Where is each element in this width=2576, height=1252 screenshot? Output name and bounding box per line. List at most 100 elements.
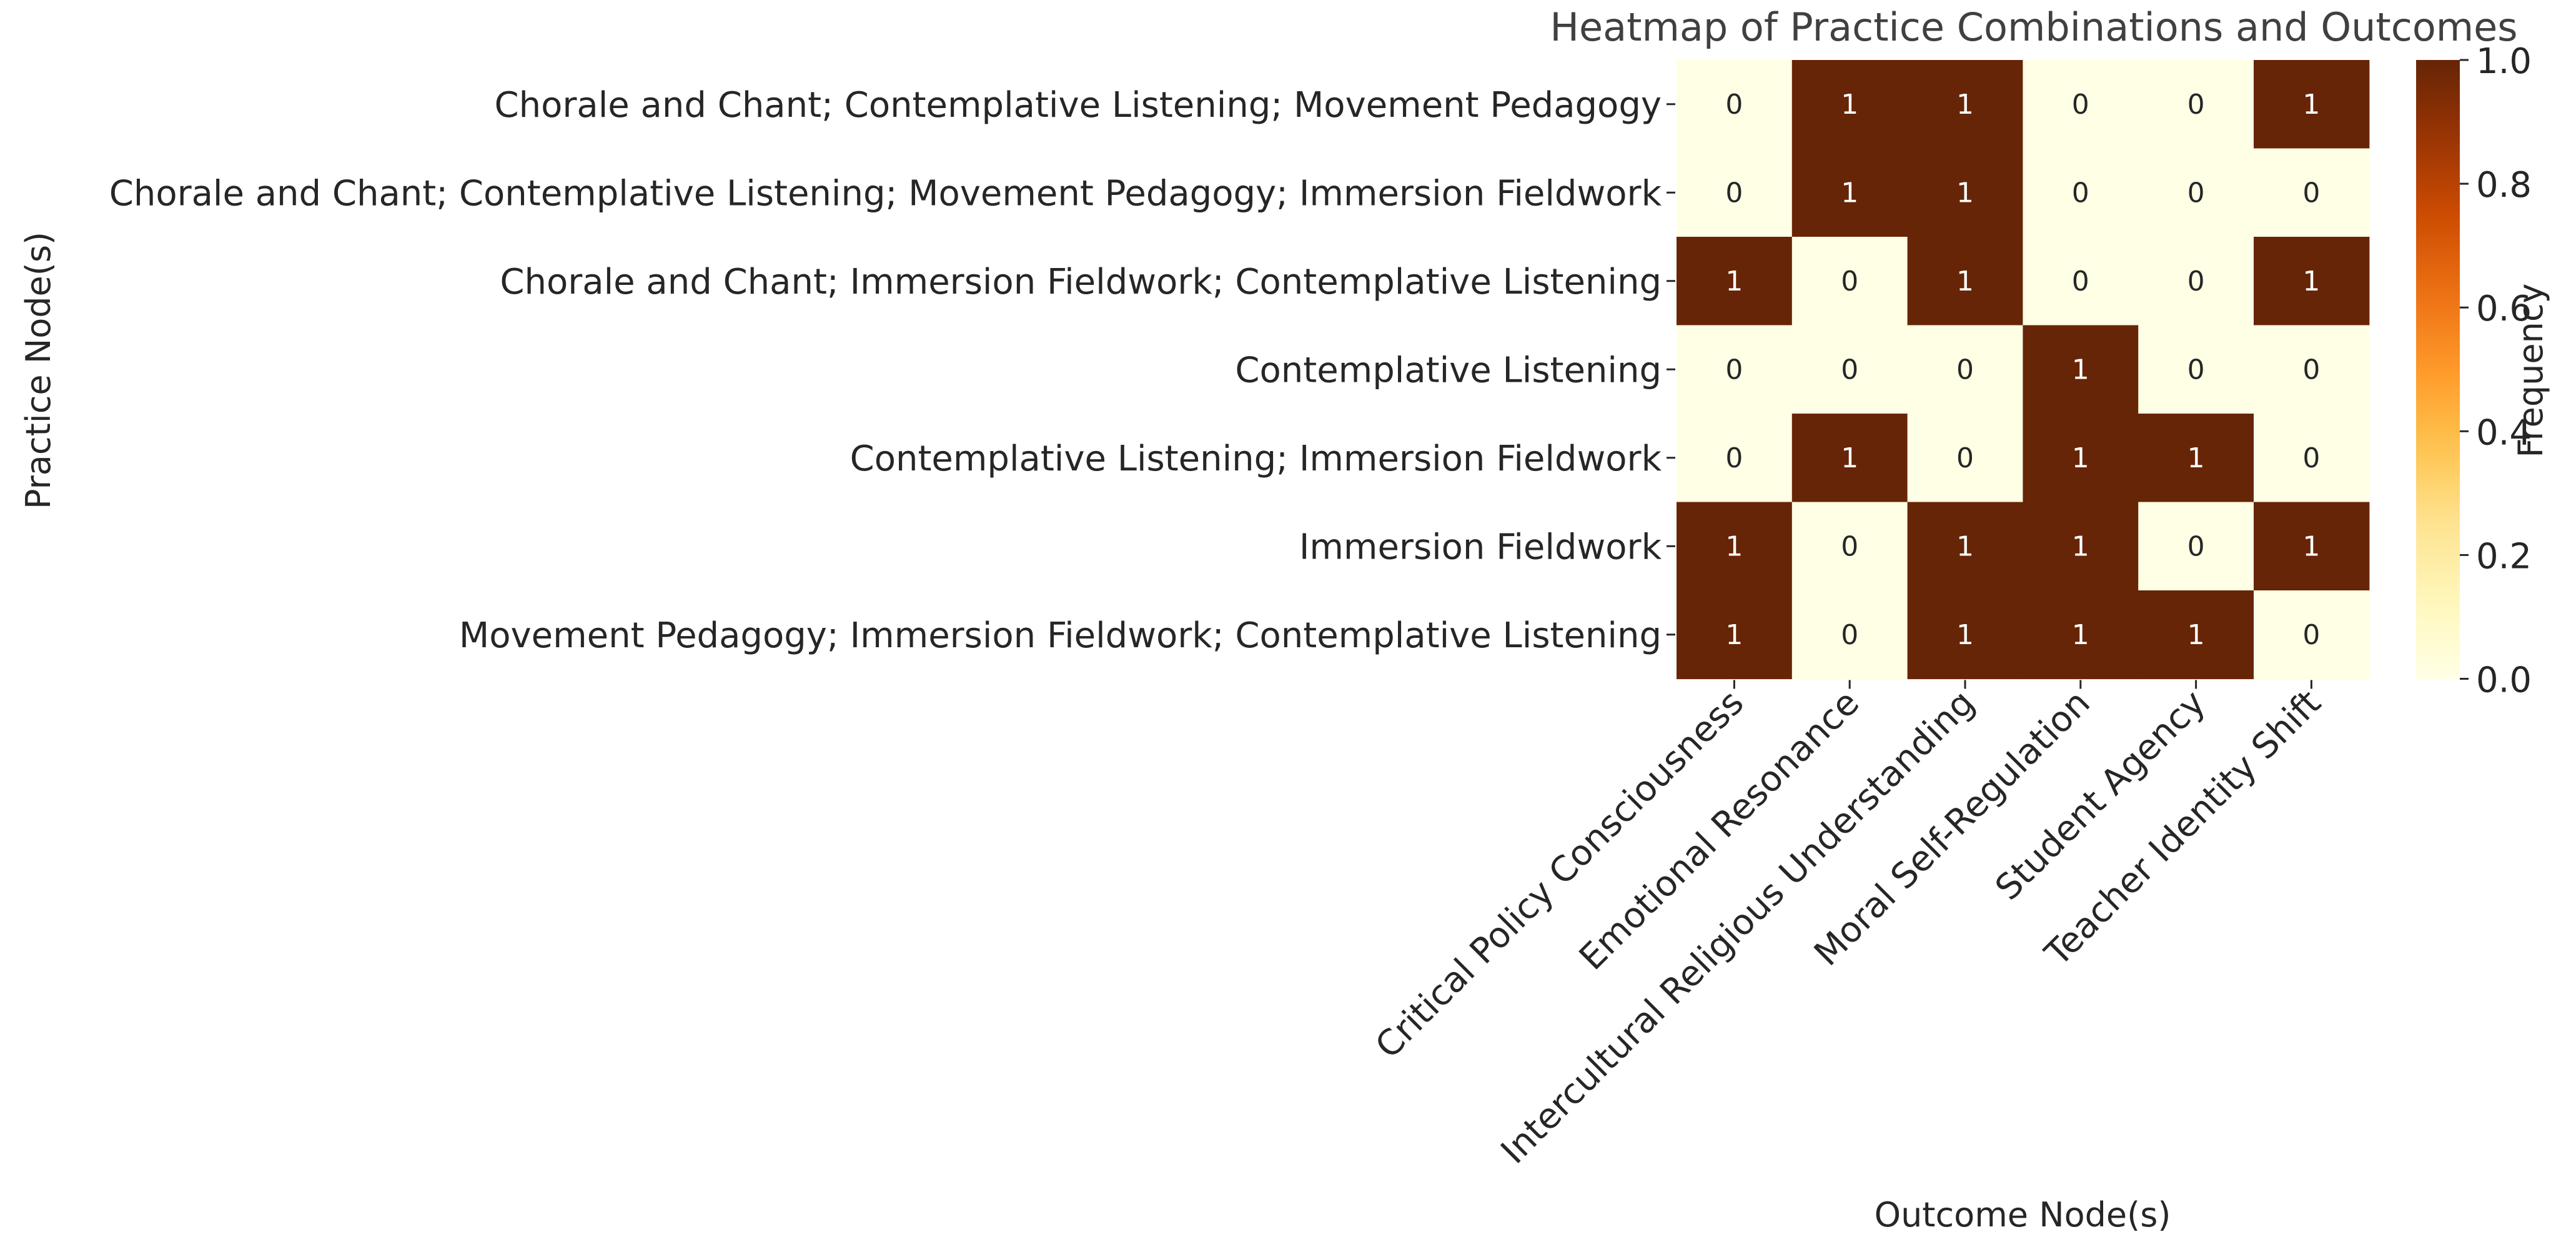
colorbar-tick-label: 1.0 xyxy=(2476,41,2532,82)
y-tick-label: Chorale and Chant; Immersion Fieldwork; … xyxy=(500,262,1662,302)
cell-value-label: 0 xyxy=(2187,89,2205,121)
colorbar-tick-label: 0.6 xyxy=(2476,289,2532,329)
cell-value-label: 0 xyxy=(1841,530,1858,562)
cell-value-label: 1 xyxy=(1841,442,1858,474)
cell-value-label: 0 xyxy=(2072,177,2089,209)
cell-value-label: 0 xyxy=(1725,89,1743,121)
cell-value-label: 1 xyxy=(1956,177,1974,209)
cell-value-label: 1 xyxy=(1725,266,1743,297)
y-tick-label: Immersion Fieldwork xyxy=(1299,527,1662,567)
cell-value-label: 1 xyxy=(1956,619,1974,651)
cell-value-label: 1 xyxy=(1725,619,1743,651)
heatmap-cell xyxy=(1791,590,1908,680)
y-axis-ticks: Chorale and Chant; Contemplative Listeni… xyxy=(109,85,1675,656)
colorbar-tick-label: 0.0 xyxy=(2476,660,2532,701)
heatmap-cell xyxy=(2138,148,2254,237)
chart-title: Heatmap of Practice Combinations and Out… xyxy=(1550,4,2517,50)
cell-value-label: 1 xyxy=(2072,619,2089,651)
cell-value-label: 1 xyxy=(1956,266,1974,297)
heatmap-cell xyxy=(1791,502,1908,591)
colorbar-tick-label: 0.2 xyxy=(2476,536,2532,577)
cell-value-label: 1 xyxy=(2072,442,2089,474)
heatmap-cell xyxy=(2254,325,2370,414)
heatmap-cell xyxy=(1677,414,1793,503)
cell-value-label: 0 xyxy=(2302,177,2320,209)
cell-value-label: 1 xyxy=(1956,530,1974,562)
heatmap-cell xyxy=(2023,325,2139,414)
heatmap-cell xyxy=(2254,590,2370,680)
cell-value-label: 0 xyxy=(2072,266,2089,297)
heatmap-cell xyxy=(2023,60,2139,149)
cell-value-label: 0 xyxy=(1841,354,1858,385)
heatmap-cell xyxy=(2138,414,2254,503)
heatmap-cell xyxy=(2023,414,2139,503)
heatmap-cell xyxy=(2138,325,2254,414)
cell-value-label: 0 xyxy=(1956,354,1974,385)
x-tick-label: Student Agency xyxy=(1988,682,2213,908)
heatmap-cell xyxy=(1791,60,1908,149)
cell-value-label: 0 xyxy=(2302,442,2320,474)
heatmap-cell xyxy=(2023,148,2139,237)
heatmap-cell xyxy=(2254,60,2370,149)
cell-value-label: 0 xyxy=(2187,177,2205,209)
colorbar: 0.0 0.2 0.4 0.6 0.8 1.0 xyxy=(2416,41,2532,701)
colorbar-tick-label: 0.8 xyxy=(2476,165,2532,206)
cell-value-label: 1 xyxy=(2302,89,2320,121)
heatmap-cell xyxy=(1677,60,1793,149)
cell-value-label: 1 xyxy=(1725,530,1743,562)
cell-value-label: 0 xyxy=(2187,266,2205,297)
heatmap-cell xyxy=(1907,414,2023,503)
cell-value-label: 1 xyxy=(2302,266,2320,297)
heatmap-cells xyxy=(1677,60,2370,680)
cell-annotations: 0 1 1 0 0 1 0 1 1 0 0 0 1 0 1 0 0 1 0 0 0 1 0 0 0 1 0 1 1 0 1 0 1 1 0 1 1 0 1 1… xyxy=(1725,89,2320,651)
heatmap-cell xyxy=(2254,502,2370,591)
heatmap-cell xyxy=(2254,414,2370,503)
heatmap-cell xyxy=(1907,502,2023,591)
heatmap-cell xyxy=(2138,237,2254,326)
heatmap-cell xyxy=(1677,502,1793,591)
cell-value-label: 1 xyxy=(2187,619,2205,651)
heatmap-cell xyxy=(1907,148,2023,237)
cell-value-label: 0 xyxy=(2072,89,2089,121)
y-tick-label: Chorale and Chant; Contemplative Listeni… xyxy=(109,173,1662,214)
heatmap-cell xyxy=(1677,148,1793,237)
cell-value-label: 0 xyxy=(2302,619,2320,651)
y-tick-label: Contemplative Listening; Immersion Field… xyxy=(850,439,1662,479)
heatmap-cell xyxy=(2138,502,2254,591)
heatmap-cell xyxy=(1791,148,1908,237)
heatmap-cell xyxy=(1677,590,1793,680)
heatmap-cell xyxy=(2023,502,2139,591)
heatmap-cell xyxy=(1791,325,1908,414)
cell-value-label: 1 xyxy=(1956,89,1974,121)
heatmap-cell xyxy=(1677,237,1793,326)
heatmap-cell xyxy=(2023,237,2139,326)
heatmap-cell xyxy=(2138,60,2254,149)
heatmap-cell xyxy=(2254,237,2370,326)
cell-value-label: 0 xyxy=(1841,266,1858,297)
cell-value-label: 0 xyxy=(1725,354,1743,385)
colorbar-gradient xyxy=(2416,60,2460,679)
heatmap-cell xyxy=(1907,590,2023,680)
heatmap-cell xyxy=(1907,60,2023,149)
cell-value-label: 0 xyxy=(1841,619,1858,651)
cell-value-label: 1 xyxy=(2072,354,2089,385)
heatmap-cell xyxy=(2023,590,2139,680)
cell-value-label: 0 xyxy=(1725,442,1743,474)
y-tick-label: Chorale and Chant; Contemplative Listeni… xyxy=(495,85,1662,126)
cell-value-label: 1 xyxy=(1841,177,1858,209)
y-axis-label: Practice Node(s) xyxy=(19,232,58,509)
colorbar-tick-label: 0.4 xyxy=(2476,412,2532,453)
heatmap-cell xyxy=(1677,325,1793,414)
x-tick-label: Intercultural Religious Understanding xyxy=(1494,682,1983,1171)
heatmap-cell xyxy=(1791,414,1908,503)
y-tick-label: Movement Pedagogy; Immersion Fieldwork; … xyxy=(459,615,1662,656)
heatmap-cell xyxy=(2138,590,2254,680)
cell-value-label: 0 xyxy=(1725,177,1743,209)
cell-value-label: 1 xyxy=(1841,89,1858,121)
heatmap-cell xyxy=(1791,237,1908,326)
colorbar-label: Frequency xyxy=(2511,284,2550,458)
cell-value-label: 0 xyxy=(2187,530,2205,562)
cell-value-label: 0 xyxy=(2302,354,2320,385)
